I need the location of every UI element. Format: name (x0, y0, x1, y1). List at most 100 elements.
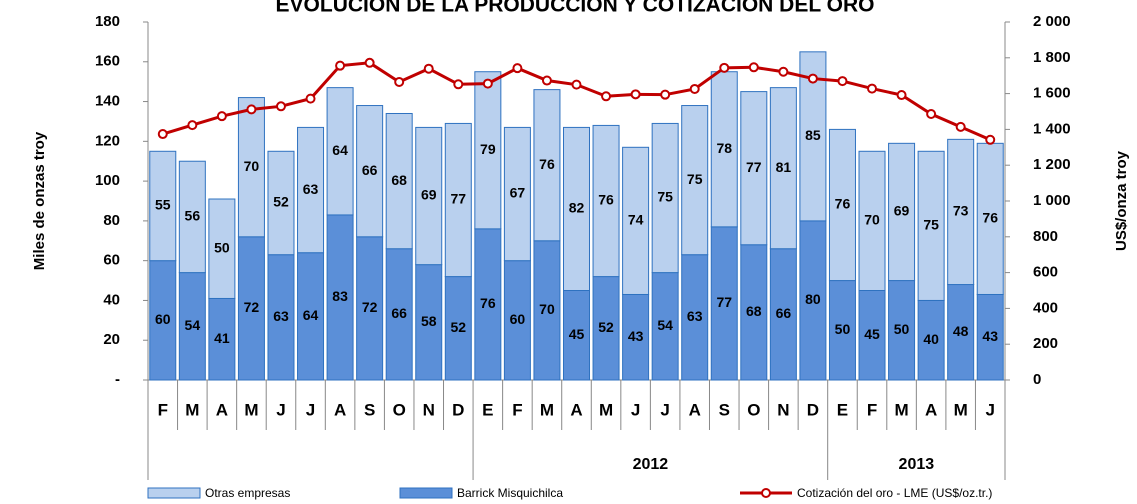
bar-segment (385, 248, 413, 381)
price-marker (246, 104, 257, 115)
bar-segment (769, 248, 797, 381)
x-tick-label: A (334, 400, 346, 419)
value-label: 82 (569, 200, 585, 216)
value-label: 76 (539, 156, 555, 172)
price-marker (423, 63, 434, 74)
bar-segment (385, 112, 413, 250)
x-tick-label: N (423, 400, 435, 419)
bar-segment (149, 150, 177, 262)
value-label: 43 (982, 328, 998, 344)
x-tick-label: A (689, 400, 701, 419)
x-tick-label: M (244, 400, 258, 419)
y2-tick-label: 1 600 (1033, 85, 1071, 102)
x-tick-label: J (985, 400, 994, 419)
value-label: 60 (155, 311, 171, 327)
x-tick-label: A (925, 400, 937, 419)
value-label: 60 (510, 311, 526, 327)
value-label: 54 (185, 317, 201, 333)
value-label: 40 (923, 331, 939, 347)
bar-segment (178, 160, 206, 274)
bar-segment (681, 105, 709, 256)
bar-segment (503, 126, 531, 262)
price-marker (394, 76, 405, 87)
bar-segment (592, 276, 620, 381)
y2-axis-title: US$/onza troy (1113, 150, 1130, 251)
x-tick-label: J (306, 400, 315, 419)
price-marker (305, 93, 316, 104)
value-label: 73 (953, 203, 969, 219)
x-tick-label: O (393, 400, 406, 419)
price-marker (867, 83, 878, 94)
bar-segment (740, 91, 768, 246)
price-marker (660, 89, 671, 100)
x-tick-label: E (837, 400, 848, 419)
bar-segment (237, 97, 265, 238)
price-marker (216, 111, 227, 122)
y-tick-label: 180 (95, 13, 120, 30)
value-label: 50 (214, 239, 230, 255)
bar-segment (828, 128, 856, 282)
value-label: 63 (687, 308, 703, 324)
price-marker (453, 79, 464, 90)
y2-tick-label: 1 400 (1033, 120, 1071, 137)
value-label: 80 (805, 291, 821, 307)
price-marker (541, 75, 552, 86)
value-label: 76 (598, 192, 614, 208)
y-tick-label: 80 (103, 212, 120, 229)
price-marker (571, 79, 582, 90)
bar-segment (356, 236, 384, 381)
x-tick-label: A (216, 400, 228, 419)
value-label: 66 (391, 305, 407, 321)
value-label: 50 (835, 321, 851, 337)
value-label: 69 (894, 203, 910, 219)
value-label: 68 (391, 172, 407, 188)
legend-swatch (399, 487, 453, 499)
value-label: 75 (923, 217, 939, 233)
price-marker (748, 62, 759, 73)
y-tick-label: 40 (103, 291, 120, 308)
value-label: 77 (451, 191, 467, 207)
x-tick-label: E (482, 400, 493, 419)
value-label: 68 (746, 303, 762, 319)
bar-segment (592, 124, 620, 278)
value-label: 48 (953, 323, 969, 339)
price-marker (335, 60, 346, 71)
chart-title: EVOLUCIÓN DE LA PRODUCCIÓN Y COTIZACIÓN … (276, 0, 875, 17)
bar-segment (651, 272, 679, 381)
y2-tick-label: 1 200 (1033, 156, 1071, 173)
x-tick-label: S (719, 400, 730, 419)
value-label: 64 (332, 142, 348, 158)
value-label: 77 (716, 294, 732, 310)
x-tick-label: M (185, 400, 199, 419)
bar-segment (297, 126, 325, 254)
value-label: 76 (480, 295, 496, 311)
bar-segment (651, 122, 679, 274)
x-tick-label: O (747, 400, 760, 419)
y-tick-label: 20 (103, 331, 120, 348)
x-tick-label: J (660, 400, 669, 419)
value-label: 70 (864, 212, 880, 228)
bar-segment (533, 89, 561, 242)
value-label: 45 (864, 326, 880, 342)
y-axis-title: Miles de onzas troy (31, 131, 48, 270)
value-label: 63 (303, 181, 319, 197)
value-label: 67 (510, 185, 526, 201)
year-label: 2012 (633, 456, 669, 473)
price-marker (187, 120, 198, 131)
value-label: 77 (746, 159, 762, 175)
bar-segment (976, 293, 1004, 381)
price-marker (778, 66, 789, 77)
legend-label: Cotización del oro - LME (US$/oz.tr.) (797, 486, 992, 500)
value-label: 81 (776, 159, 792, 175)
y-tick-label: 120 (95, 132, 120, 149)
y2-tick-label: 1 800 (1033, 49, 1071, 66)
value-label: 50 (894, 321, 910, 337)
bar-segment (622, 293, 650, 381)
price-marker (601, 91, 612, 102)
x-tick-label: M (894, 400, 908, 419)
y2-tick-label: 800 (1033, 228, 1058, 245)
price-marker (689, 83, 700, 94)
x-tick-label: S (364, 400, 375, 419)
x-tick-label: J (276, 400, 285, 419)
